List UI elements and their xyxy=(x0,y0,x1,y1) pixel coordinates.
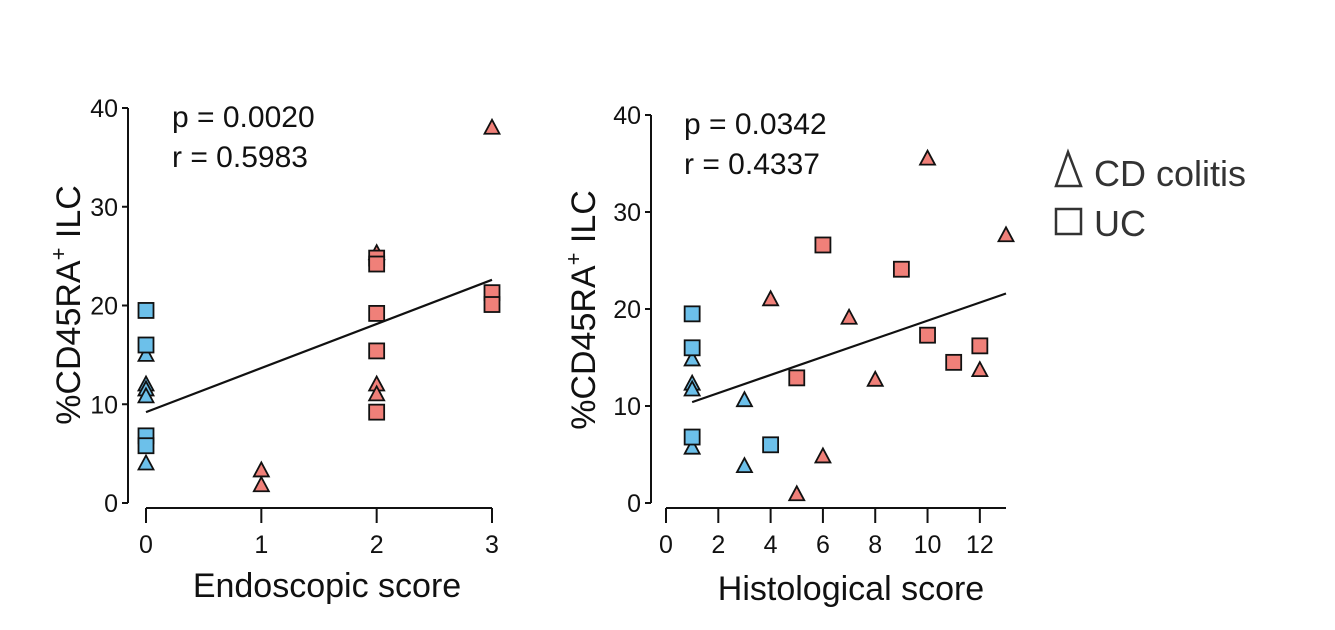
triangle-point xyxy=(813,446,832,464)
data-points xyxy=(136,117,502,493)
square-point xyxy=(945,353,963,371)
x-tick-label: 2 xyxy=(711,531,725,559)
triangle-point xyxy=(136,386,156,404)
square-point xyxy=(683,339,701,357)
triangle-point xyxy=(761,289,780,307)
triangle-point xyxy=(136,453,156,471)
x-axis-title: Histological score xyxy=(718,570,984,608)
regression-line xyxy=(145,278,493,414)
y-tick-label: 10 xyxy=(613,393,641,421)
square-point xyxy=(683,428,701,446)
x-axis-title: Endoscopic score xyxy=(193,567,461,605)
square-point xyxy=(137,437,155,455)
x-tick-label: 12 xyxy=(966,531,994,559)
x-tick-label: 10 xyxy=(914,531,942,559)
y-tick-label: 30 xyxy=(90,194,118,222)
square-point xyxy=(788,369,806,387)
triangle-point xyxy=(367,384,386,402)
square-point xyxy=(137,302,155,319)
triangle-point xyxy=(840,307,859,325)
square-point xyxy=(762,436,780,454)
y-axis-title: %CD45RA+ ILC xyxy=(46,185,88,425)
y-tick-label: 20 xyxy=(90,293,118,321)
x-tick-label: 3 xyxy=(485,531,499,559)
triangle-point xyxy=(787,484,806,502)
legend-square-icon xyxy=(1054,207,1083,236)
square-point xyxy=(368,342,386,360)
r-value-label: r = 0.5983 xyxy=(172,141,308,174)
y-tick-label: 10 xyxy=(90,391,118,419)
legend-triangle-icon xyxy=(1054,148,1083,188)
y-axis-ticks: 0 10 20 30 40 xyxy=(90,95,128,518)
triangle-point xyxy=(252,460,271,478)
x-tick-label: 8 xyxy=(868,531,882,559)
data-points xyxy=(683,148,1016,502)
x-tick-label: 1 xyxy=(254,531,268,559)
x-axis-ticks: 0 1 2 3 xyxy=(139,508,499,559)
y-tick-label: 40 xyxy=(90,95,118,123)
triangle-point xyxy=(918,148,937,166)
triangle-point xyxy=(735,456,754,474)
triangle-point xyxy=(683,349,702,367)
y-tick-label: 30 xyxy=(613,199,641,227)
regression-line-segment xyxy=(691,292,1007,404)
square-point xyxy=(919,326,936,344)
x-tick-label: 4 xyxy=(764,531,778,559)
p-value-label: p = 0.0020 xyxy=(172,101,315,134)
r-value-label: r = 0.4337 xyxy=(684,148,820,181)
square-point xyxy=(368,304,386,322)
regression-line xyxy=(691,292,1007,404)
legend-label-uc: UC xyxy=(1094,203,1146,244)
triangle-point xyxy=(866,369,885,387)
triangle-point xyxy=(996,225,1016,243)
y-tick-label: 20 xyxy=(613,296,641,324)
endoscopic-score-panel: 0 10 20 30 40 0 1 2 3 p = 0.0020 r = 0.5983 End… xyxy=(46,95,502,605)
triangle-point xyxy=(970,360,989,378)
legend: CD colitis UC xyxy=(1054,148,1246,244)
square-point xyxy=(368,403,386,421)
y-tick-label: 0 xyxy=(627,490,641,518)
y-tick-label: 0 xyxy=(104,490,118,518)
triangle-point xyxy=(683,379,702,397)
triangle-point xyxy=(252,475,271,493)
x-tick-label: 2 xyxy=(370,531,384,559)
triangle-point xyxy=(683,437,702,455)
p-value-label: p = 0.0342 xyxy=(684,108,827,141)
square-point xyxy=(368,255,386,273)
legend-label-cd-colitis: CD colitis xyxy=(1094,153,1246,194)
x-tick-label: 6 xyxy=(816,531,830,559)
triangle-point xyxy=(735,390,754,408)
square-point xyxy=(683,305,701,323)
square-point xyxy=(892,260,910,278)
square-point xyxy=(483,296,501,313)
square-point xyxy=(814,236,832,254)
x-tick-label: 0 xyxy=(139,531,153,559)
y-axis-title: %CD45RA+ ILC xyxy=(561,190,603,430)
regression-line-segment xyxy=(145,278,493,414)
triangle-point xyxy=(482,117,502,135)
y-axis-ticks: 0 10 20 30 40 xyxy=(613,102,651,518)
histological-score-panel: 0 10 20 30 40 0 2 4 6 8 10 12 p = 0.0342 r = 0.433… xyxy=(561,102,1016,608)
square-point xyxy=(971,337,989,355)
y-tick-label: 40 xyxy=(613,102,641,130)
square-point xyxy=(137,336,155,354)
x-axis-ticks: 0 2 4 6 8 10 12 xyxy=(659,508,994,559)
x-tick-label: 0 xyxy=(659,531,673,559)
triangle-point xyxy=(136,344,156,362)
